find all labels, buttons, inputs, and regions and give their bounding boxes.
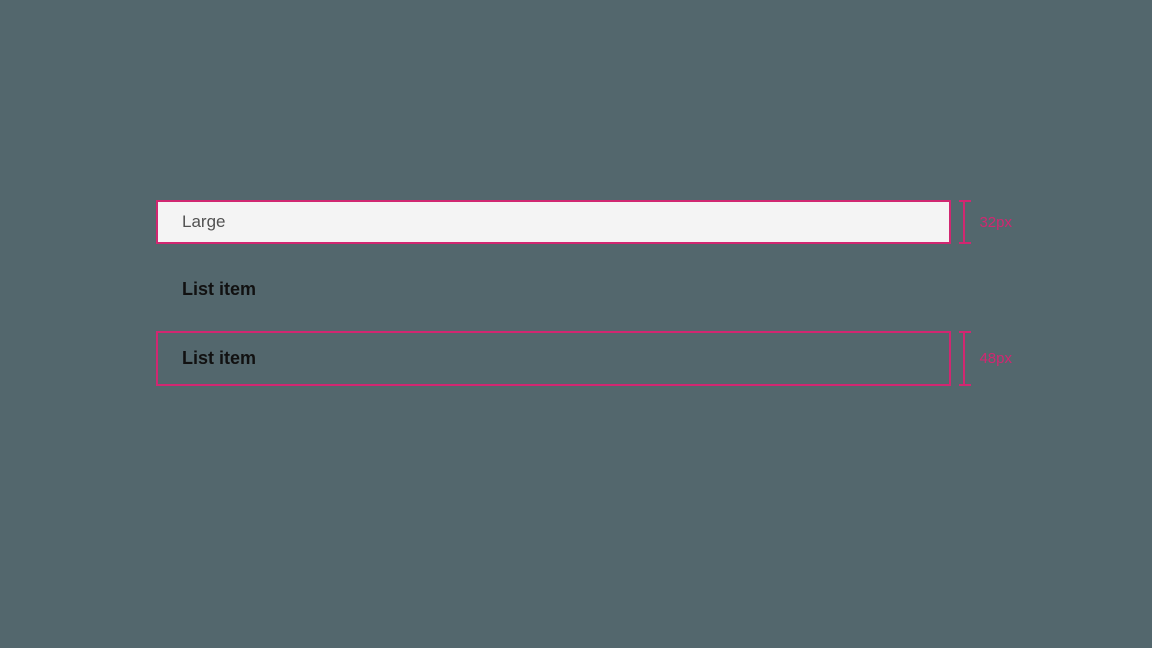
dimension-bracket-32 (959, 200, 972, 244)
dimension-label-48: 48px (979, 350, 1012, 367)
list-item-outlined: List item (156, 331, 951, 386)
list-item-label: List item (182, 279, 256, 300)
header-box-large: Large (156, 200, 951, 244)
spec-diagram: Large 32px List item List item 48px (156, 200, 1012, 386)
header-label: Large (182, 212, 225, 232)
dimension-bracket-48 (959, 331, 972, 386)
list-item-plain: List item (156, 262, 1012, 317)
dimension-label-32: 32px (979, 214, 1012, 231)
list-item-label: List item (182, 348, 256, 369)
